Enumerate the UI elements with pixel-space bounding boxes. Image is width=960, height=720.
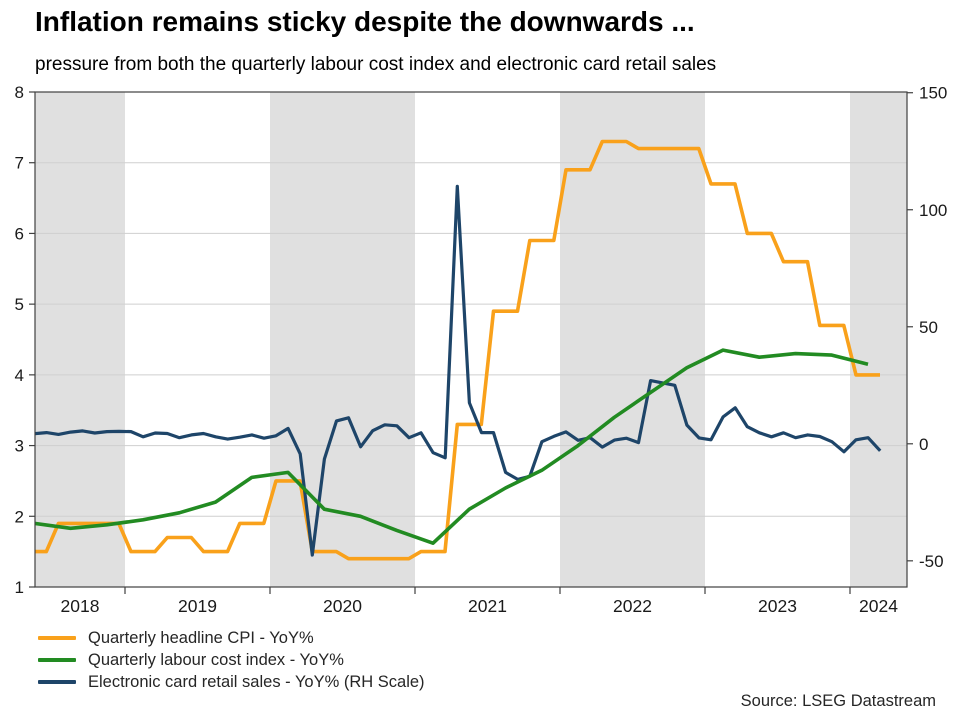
left-axis-label-5: 5 (15, 295, 24, 314)
chart-title: Inflation remains sticky despite the dow… (35, 6, 695, 37)
source-credit: Source: LSEG Datastream (740, 692, 936, 710)
x-axis-label-2023: 2023 (758, 596, 797, 616)
x-axis-label-2021: 2021 (468, 596, 507, 616)
left-axis-label-2: 2 (15, 507, 24, 526)
legend-label-lci: Quarterly labour cost index - YoY% (88, 650, 344, 669)
right-axis-label-50: 50 (919, 318, 938, 337)
right-axis-label-100: 100 (919, 201, 947, 220)
left-axis-label-3: 3 (15, 437, 24, 456)
chart-subtitle: pressure from both the quarterly labour … (35, 54, 717, 75)
plot-frame (34, 91, 908, 588)
cpi-line-swatch-icon (38, 636, 76, 640)
left-axis-label-7: 7 (15, 154, 24, 173)
year-band-2022 (560, 92, 705, 587)
lci-line-swatch-icon (38, 658, 76, 662)
x-axis-label-2018: 2018 (61, 596, 100, 616)
cpi-line (35, 139, 880, 561)
left-axis-label-1: 1 (15, 578, 24, 597)
right-axis-label-150: 150 (919, 84, 947, 103)
chart-legend: Quarterly headline CPI - YoY% Quarterly … (38, 627, 425, 693)
x-axis-label-2020: 2020 (323, 596, 362, 616)
year-band-2024 (850, 92, 907, 587)
card-sales-line (35, 184, 882, 557)
left-axis-label-8: 8 (15, 83, 24, 102)
legend-item-lci: Quarterly labour cost index - YoY% (38, 649, 425, 671)
year-band-2020 (270, 92, 415, 587)
legend-label-ecrs: Electronic card retail sales - YoY% (RH … (88, 672, 425, 691)
right-axis-label-0: 0 (919, 435, 928, 454)
labour-cost-line (35, 348, 869, 546)
left-axis-label-6: 6 (15, 224, 24, 243)
legend-item-ecrs: Electronic card retail sales - YoY% (RH … (38, 671, 425, 693)
right-axis-label--50: -50 (919, 552, 944, 571)
left-axis-label-4: 4 (15, 366, 24, 385)
x-axis-label-2022: 2022 (613, 596, 652, 616)
ecrs-line-swatch-icon (38, 680, 76, 684)
legend-label-cpi: Quarterly headline CPI - YoY% (88, 628, 314, 647)
x-axis-label-2024: 2024 (859, 596, 898, 616)
x-axis-label-2019: 2019 (178, 596, 217, 616)
legend-item-cpi: Quarterly headline CPI - YoY% (38, 627, 425, 649)
year-band-2018 (35, 92, 125, 587)
